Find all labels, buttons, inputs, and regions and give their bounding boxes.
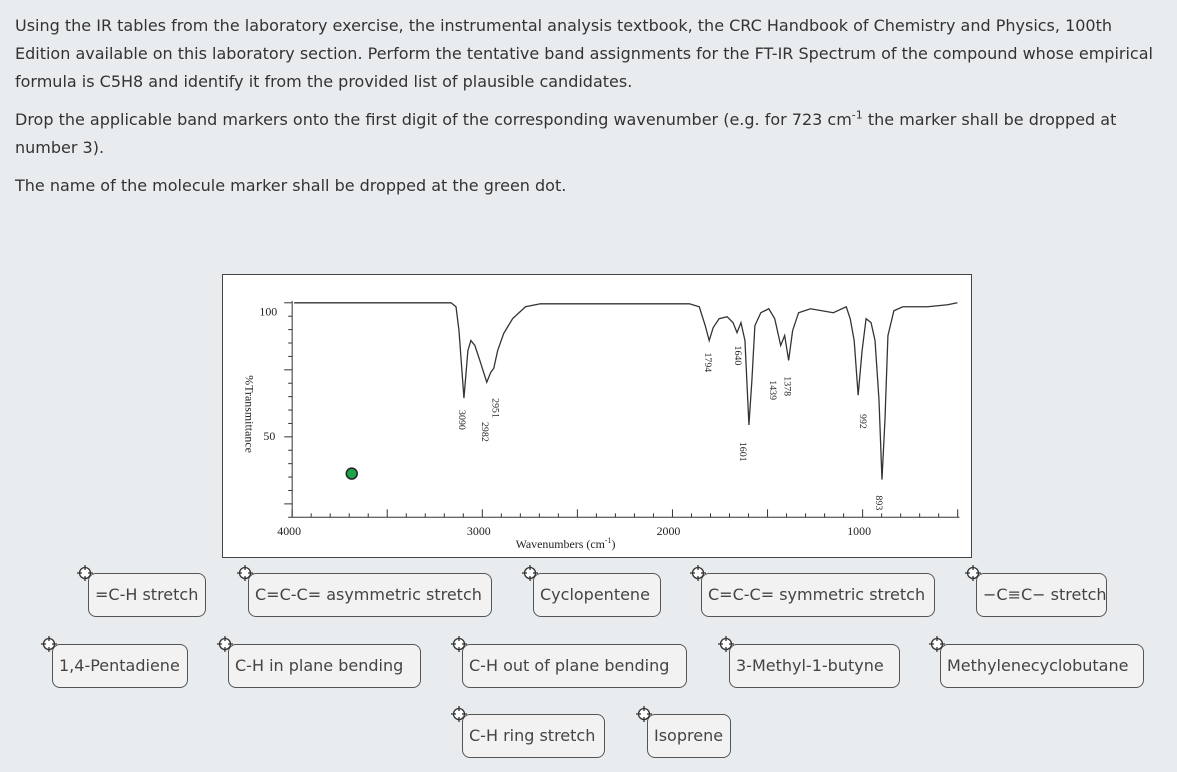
x-tick-label: 1000 (847, 524, 871, 538)
text: the marker shall be dropped at number 3)… (15, 110, 1117, 157)
superscript: -1 (851, 108, 863, 122)
peak-label: 992 (857, 414, 868, 429)
x-tick-label: 3000 (467, 524, 491, 538)
x-tick-label: 4000 (277, 524, 301, 538)
drag-marker[interactable]: C-H in plane bending (228, 644, 421, 688)
drag-marker[interactable]: C-H out of plane bending (462, 644, 687, 688)
drag-marker[interactable]: C=C-C= symmetric stretch (701, 573, 935, 617)
marker-handle[interactable] (40, 635, 58, 653)
drag-marker[interactable]: =C-H stretch (88, 573, 206, 617)
text: Using the IR tables from the laboratory … (15, 16, 1153, 91)
y-axis-label: %Transmittance (242, 375, 256, 453)
ir-spectrum: 100 50 4000 3000 2000 1000 Wavenumbers (… (222, 274, 972, 558)
y-tick-label: 100 (259, 305, 277, 319)
marker-handle[interactable] (717, 635, 735, 653)
peak-label: 893 (873, 495, 884, 510)
drag-marker[interactable]: C-H ring stretch (462, 714, 605, 758)
superscript: -1 (605, 536, 612, 545)
peak-label: 1640 (732, 346, 743, 366)
paragraph: The name of the molecule marker shall be… (15, 172, 1165, 200)
x-tick-label: 2000 (657, 524, 681, 538)
drag-marker[interactable]: 1,4-Pentadiene (52, 644, 188, 688)
y-tick-label: 50 (263, 429, 275, 443)
peak-label: 2951 (490, 398, 501, 418)
drag-marker[interactable]: Isoprene (647, 714, 731, 758)
drop-target-dot[interactable] (345, 467, 358, 480)
marker-handle[interactable] (964, 564, 982, 582)
marker-handle[interactable] (76, 564, 94, 582)
x-axis-label: Wavenumbers (cm-1) (516, 536, 616, 551)
drag-marker[interactable]: Cyclopentene (533, 573, 661, 617)
text: Wavenumbers (cm (516, 537, 606, 551)
drag-marker[interactable]: Methylenecyclobutane (940, 644, 1144, 688)
peak-label: 1378 (782, 376, 793, 396)
drag-marker[interactable]: −C≡C− stretch (976, 573, 1107, 617)
marker-handle[interactable] (450, 705, 468, 723)
drag-marker[interactable]: 3-Methyl-1-butyne (729, 644, 900, 688)
peak-label: 1601 (737, 442, 748, 462)
spectrum-curve (294, 302, 958, 480)
marker-handle[interactable] (635, 705, 653, 723)
paragraph: Using the IR tables from the laboratory … (15, 12, 1165, 96)
peak-label: 3090 (456, 410, 467, 430)
paragraph: Drop the applicable band markers onto th… (15, 106, 1165, 162)
marker-handle[interactable] (450, 635, 468, 653)
peak-label: 2982 (479, 422, 490, 442)
marker-handle[interactable] (236, 564, 254, 582)
text: ) (611, 537, 615, 551)
peak-label: 1794 (702, 352, 713, 372)
marker-handle[interactable] (928, 635, 946, 653)
marker-handle[interactable] (689, 564, 707, 582)
drag-marker[interactable]: C=C-C= asymmetric stretch (248, 573, 492, 617)
text: Drop the applicable band markers onto th… (15, 110, 852, 129)
marker-handle[interactable] (521, 564, 539, 582)
text: The name of the molecule marker shall be… (15, 176, 567, 195)
peak-label: 1439 (767, 380, 778, 400)
marker-handle[interactable] (216, 635, 234, 653)
